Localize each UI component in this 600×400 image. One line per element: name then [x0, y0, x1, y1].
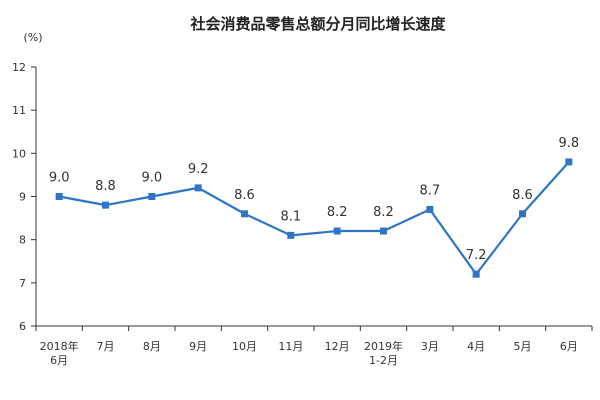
x-tick-label: 6月: [50, 354, 68, 367]
data-point-marker: [55, 193, 63, 200]
data-label: 8.1: [280, 209, 301, 224]
data-point-marker: [519, 210, 526, 218]
data-point-marker: [426, 205, 434, 213]
data-point-marker: [333, 227, 341, 235]
data-point-marker: [194, 184, 202, 192]
data-label: 9.0: [141, 171, 162, 186]
y-tick-label: 10: [12, 147, 26, 160]
y-axis-unit-label: (%): [23, 31, 42, 44]
series-group: 9.0 8.8 9.0 9.2 8.6 8.1 8.2 8.2 8.7 7.2 8.6 9.8: [49, 136, 579, 278]
x-tick-label: 8月: [143, 340, 161, 353]
data-label: 9.8: [558, 136, 579, 151]
data-point-marker: [102, 201, 109, 209]
chart-title: 社会消费品零售总额分月同比增长速度: [189, 15, 446, 33]
series-line: [58, 161, 570, 276]
x-tick-label: 5月: [514, 340, 532, 353]
x-tick-label: 12月: [325, 340, 350, 353]
x-tick-label: 3月: [421, 340, 439, 353]
y-tick-label: 6: [19, 320, 26, 333]
y-tick-label: 7: [19, 277, 26, 290]
data-label: 9.0: [49, 171, 70, 186]
x-tick-label: 11月: [278, 340, 303, 353]
data-point-marker: [472, 270, 480, 278]
data-label: 7.2: [466, 248, 487, 263]
data-label: 8.2: [373, 205, 394, 220]
x-tick-label: 4月: [467, 340, 485, 353]
data-label: 8.2: [327, 205, 348, 220]
data-label: 8.8: [95, 179, 116, 194]
x-tick-label: 1-2月: [369, 354, 398, 367]
data-point-marker: [380, 227, 387, 235]
data-point-marker: [565, 158, 573, 166]
y-tick-label: 11: [12, 104, 26, 117]
data-label: 8.6: [512, 188, 533, 203]
data-label: 9.2: [188, 162, 209, 177]
x-tick-label: 10月: [232, 340, 257, 353]
y-tick-label: 8: [19, 234, 26, 247]
x-tick-label: 6月: [560, 340, 578, 353]
y-tick-label: 9: [19, 191, 26, 204]
data-point-marker: [241, 210, 248, 218]
y-axis-ticks: 6 7 8 9 10 11 12: [12, 61, 36, 333]
x-tick-label: 2018年: [40, 339, 79, 353]
y-tick-label: 12: [12, 61, 26, 74]
x-tick-label: 2019年: [364, 339, 403, 353]
x-tick-label: 9月: [189, 340, 207, 353]
x-tick-label: 7月: [97, 340, 115, 353]
data-label: 8.6: [234, 188, 255, 203]
data-point-marker: [287, 231, 295, 239]
data-point-marker: [148, 193, 156, 200]
data-label: 8.7: [419, 183, 440, 198]
